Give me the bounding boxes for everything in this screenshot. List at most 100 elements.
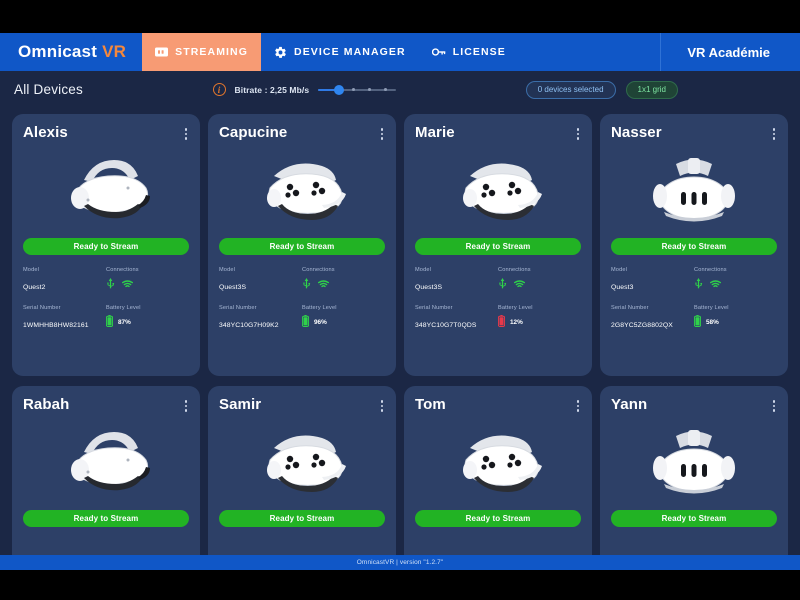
headset-image bbox=[219, 420, 385, 506]
battery-percent: 12% bbox=[510, 319, 523, 326]
device-card[interactable]: Marie Ready to Stream Model Quest3S Connecti… bbox=[404, 114, 592, 376]
device-card[interactable]: Yann Ready to Stream bbox=[600, 386, 788, 555]
letterbox-bottom bbox=[0, 570, 800, 600]
application-window: Omnicast VR STREAMING DEVICE MANAGER LICE… bbox=[0, 33, 800, 570]
battery-field: Battery Level 58% bbox=[693, 305, 777, 332]
connections-field: Connections bbox=[106, 267, 189, 294]
tab-streaming-label: STREAMING bbox=[175, 46, 249, 58]
toolbar-status-group: 0 devices selected 1x1 grid bbox=[525, 80, 786, 99]
card-menu-icon[interactable] bbox=[575, 396, 582, 416]
device-card[interactable]: Nasser Ready to Stream Model Quest3 Connecti… bbox=[600, 114, 788, 376]
tab-device-manager[interactable]: DEVICE MANAGER bbox=[261, 33, 419, 71]
model-label: Model bbox=[415, 266, 431, 273]
ready-to-stream-button[interactable]: Ready to Stream bbox=[415, 237, 581, 255]
model-value: Quest2 bbox=[23, 283, 46, 291]
device-grid: Alexis Ready to Stream Model Quest2 Connecti… bbox=[0, 108, 800, 555]
serial-number-value: 348YC10G7H09K2 bbox=[219, 321, 279, 329]
device-card[interactable]: Capucine Ready to Stream Model Quest3S Conne… bbox=[208, 114, 396, 376]
card-menu-icon[interactable] bbox=[575, 124, 582, 144]
spec-row-model: Model Quest3 Connections bbox=[611, 267, 777, 294]
ready-to-stream-button[interactable]: Ready to Stream bbox=[23, 509, 189, 527]
ready-to-stream-button[interactable]: Ready to Stream bbox=[611, 237, 777, 255]
connections-label: Connections bbox=[694, 266, 727, 273]
device-card[interactable]: Alexis Ready to Stream Model Quest2 Connecti… bbox=[12, 114, 200, 376]
tab-license-label: LICENSE bbox=[452, 46, 506, 58]
serial-number-label: Serial Number bbox=[219, 304, 257, 311]
device-name: Yann bbox=[611, 396, 648, 413]
ready-to-stream-button[interactable]: Ready to Stream bbox=[611, 509, 777, 527]
devices-selected-badge[interactable]: 0 devices selected bbox=[525, 80, 616, 99]
bitrate-control-group: i Bitrate : 2,25 Mb/s bbox=[83, 83, 526, 96]
device-card[interactable]: Rabah Ready to Stream bbox=[12, 386, 200, 555]
headset-image bbox=[415, 420, 581, 506]
card-menu-icon[interactable] bbox=[379, 124, 386, 144]
usb-icon bbox=[302, 276, 311, 294]
headset-image bbox=[415, 148, 581, 234]
serial-number-label: Serial Number bbox=[415, 304, 453, 311]
ready-to-stream-button[interactable]: Ready to Stream bbox=[219, 509, 385, 527]
headset-image bbox=[23, 420, 189, 506]
spec-row-model: Model Quest3S Connections bbox=[415, 267, 581, 294]
card-menu-icon[interactable] bbox=[183, 396, 190, 416]
account-menu[interactable]: VR Académie bbox=[660, 33, 800, 71]
account-name: VR Académie bbox=[687, 44, 770, 60]
device-name: Alexis bbox=[23, 124, 68, 141]
slider-tick bbox=[351, 88, 355, 91]
connections-label: Connections bbox=[106, 266, 139, 273]
ready-to-stream-button[interactable]: Ready to Stream bbox=[219, 237, 385, 255]
bitrate-label: Bitrate : 2,25 Mb/s bbox=[234, 84, 310, 95]
card-menu-icon[interactable] bbox=[183, 124, 190, 144]
battery-field: Battery Level 87% bbox=[105, 305, 189, 332]
model-field: Model Quest2 bbox=[23, 267, 106, 294]
serial-field: Serial Number 348YC10G7T0QDS bbox=[415, 305, 498, 332]
model-value: Quest3S bbox=[219, 283, 247, 291]
ready-to-stream-button[interactable]: Ready to Stream bbox=[23, 237, 189, 255]
serial-field: Serial Number 348YC10G7H09K2 bbox=[219, 305, 302, 332]
spec-row-serial: Serial Number 348YC10G7T0QDS Battery Level… bbox=[415, 305, 581, 332]
brand-name: Omnicast bbox=[18, 42, 98, 61]
battery-percent: 96% bbox=[314, 319, 327, 326]
app-logo[interactable]: Omnicast VR bbox=[0, 33, 142, 71]
connections-label: Connections bbox=[302, 266, 335, 273]
battery-indicator: 58% bbox=[693, 314, 777, 332]
slider-tick bbox=[384, 88, 388, 91]
device-name: Rabah bbox=[23, 396, 70, 413]
card-header: Marie bbox=[415, 124, 581, 144]
page-title: All Devices bbox=[14, 82, 83, 97]
device-name: Capucine bbox=[219, 124, 288, 141]
card-menu-icon[interactable] bbox=[771, 396, 778, 416]
spec-row-serial: Serial Number 348YC10G7H09K2 Battery Level… bbox=[219, 305, 385, 332]
letterbox-top bbox=[0, 0, 800, 33]
device-card[interactable]: Tom Ready to Stream bbox=[404, 386, 592, 555]
spec-row-model: Model Quest3S Connections bbox=[219, 267, 385, 294]
wifi-icon bbox=[122, 276, 133, 294]
model-value: Quest3 bbox=[611, 283, 634, 291]
card-menu-icon[interactable] bbox=[379, 396, 386, 416]
card-header: Samir bbox=[219, 396, 385, 416]
device-specs: Model Quest2 Connections Serial Number 1WMHH… bbox=[23, 267, 189, 332]
device-card[interactable]: Samir Ready to Stream bbox=[208, 386, 396, 555]
bitrate-slider[interactable] bbox=[318, 84, 397, 96]
wifi-icon bbox=[318, 276, 329, 294]
info-icon[interactable]: i bbox=[212, 83, 226, 96]
battery-level-label: Battery Level bbox=[498, 304, 533, 311]
battery-icon bbox=[693, 314, 702, 332]
version-text: OmnicastVR | version "1.2.7" bbox=[356, 559, 444, 566]
battery-level-label: Battery Level bbox=[302, 304, 337, 311]
navbar: Omnicast VR STREAMING DEVICE MANAGER LICE… bbox=[0, 33, 800, 71]
card-menu-icon[interactable] bbox=[771, 124, 778, 144]
model-value: Quest3S bbox=[415, 283, 443, 291]
model-label: Model bbox=[23, 266, 39, 273]
grid-mode-badge[interactable]: 1x1 grid bbox=[625, 80, 678, 99]
connection-icons bbox=[498, 276, 581, 294]
card-header: Tom bbox=[415, 396, 581, 416]
device-name: Marie bbox=[415, 124, 455, 141]
ready-to-stream-button[interactable]: Ready to Stream bbox=[415, 509, 581, 527]
tab-license[interactable]: LICENSE bbox=[419, 33, 519, 71]
battery-indicator: 96% bbox=[301, 314, 385, 332]
card-header: Yann bbox=[611, 396, 777, 416]
serial-field: Serial Number 1WMHHB8HW82161 bbox=[23, 305, 106, 332]
headset-image bbox=[23, 148, 189, 234]
slider-thumb[interactable] bbox=[333, 84, 344, 95]
tab-streaming[interactable]: STREAMING bbox=[142, 33, 262, 71]
